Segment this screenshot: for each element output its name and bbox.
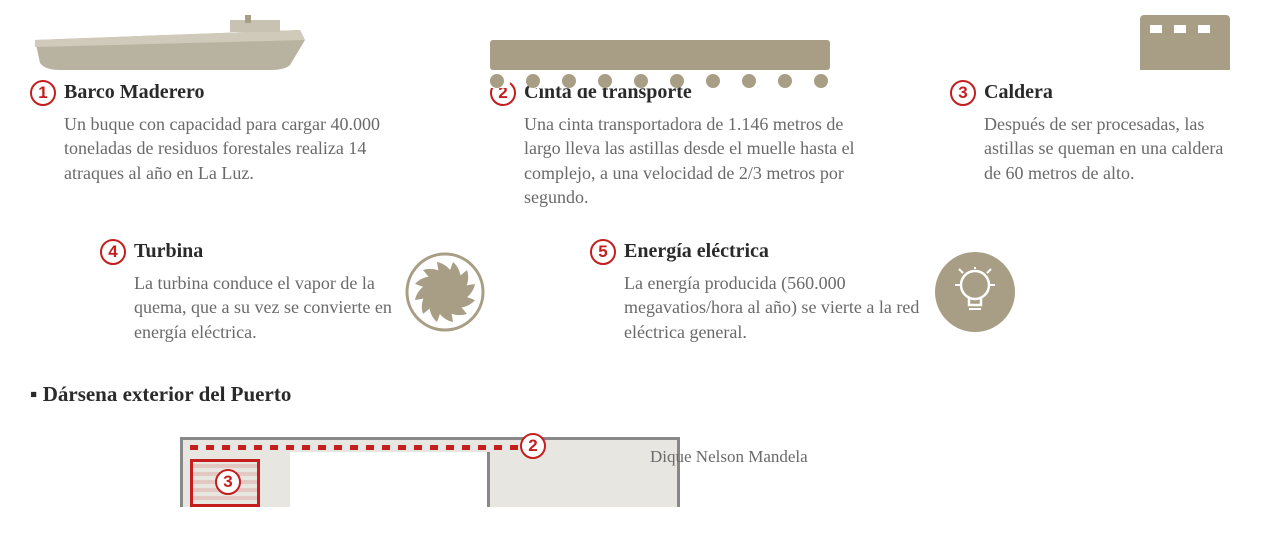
step-number-badge: 3 <box>950 80 976 106</box>
step-header: 5 Energía eléctrica <box>590 239 930 265</box>
step-number-badge: 4 <box>100 239 126 265</box>
step-description: Después de ser procesadas, las astillas … <box>950 112 1230 185</box>
ship-icon <box>30 10 410 70</box>
step-1: 1 Barco Maderero Un buque con capacidad … <box>30 10 410 209</box>
step-description: Una cinta transportadora de 1.146 metros… <box>490 112 870 209</box>
step-number-badge: 5 <box>590 239 616 265</box>
dock-label: Dique Nelson Mandela <box>650 447 808 467</box>
step-header: 1 Barco Maderero <box>30 80 410 106</box>
lightbulb-icon <box>930 239 1020 344</box>
step-3: 3 Caldera Después de ser procesadas, las… <box>950 10 1230 209</box>
step-description: Un buque con capacidad para cargar 40.00… <box>30 112 410 185</box>
step-title: Caldera <box>984 81 1053 104</box>
step-title: Energía eléctrica <box>624 240 769 263</box>
process-steps-mid-row: 4 Turbina La turbina conduce el vapor de… <box>0 209 1280 344</box>
conveyor-path <box>190 445 520 450</box>
step-title: Turbina <box>134 240 203 263</box>
step-4: 4 Turbina La turbina conduce el vapor de… <box>100 239 490 344</box>
step-header: 4 Turbina <box>100 239 400 265</box>
step-number-badge: 1 <box>30 80 56 106</box>
step-5: 5 Energía eléctrica La energía producida… <box>590 239 1020 344</box>
port-map: 2 3 Dique Nelson Mandela <box>30 417 1250 507</box>
boiler-icon <box>950 10 1230 70</box>
step-header: 3 Caldera <box>950 80 1230 106</box>
turbine-icon <box>400 239 490 344</box>
map-section-title: Dársena exterior del Puerto <box>0 344 1280 407</box>
process-steps-top-row: 1 Barco Maderero Un buque con capacidad … <box>0 0 1280 209</box>
conveyor-icon <box>490 10 870 70</box>
step-2: 2 Cinta de transporte Una cinta transpor… <box>490 10 870 209</box>
map-marker-3: 3 <box>215 469 241 495</box>
step-description: La turbina conduce el vapor de la quema,… <box>100 271 400 344</box>
map-marker-2: 2 <box>520 433 546 459</box>
step-description: La energía producida (560.000 megavatios… <box>590 271 930 344</box>
step-title: Barco Maderero <box>64 81 205 104</box>
